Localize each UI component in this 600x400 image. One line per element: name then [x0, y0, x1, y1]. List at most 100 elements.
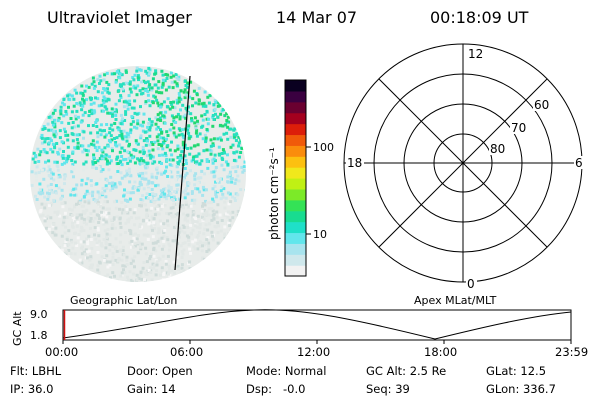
disk-speckle	[145, 217, 149, 220]
disk-speckle	[123, 271, 127, 275]
disk-speckle	[173, 265, 177, 269]
label-bg-0	[466, 277, 477, 290]
disk-speckle	[87, 124, 90, 128]
disk-speckle	[55, 142, 59, 145]
disk-speckle	[192, 211, 196, 215]
disk-speckle	[131, 280, 135, 282]
disk-speckle	[188, 267, 192, 271]
disk-speckle	[157, 227, 161, 231]
disk-speckle	[53, 146, 57, 150]
disk-speckle	[194, 131, 198, 135]
disk-speckle	[124, 157, 128, 161]
disk-speckle	[63, 244, 67, 248]
disk-speckle	[124, 204, 128, 208]
disk-speckle	[195, 154, 199, 158]
disk-speckle	[141, 171, 145, 175]
disk-speckle	[128, 180, 132, 184]
disk-speckle	[228, 218, 232, 222]
disk-speckle	[146, 139, 149, 143]
disk-speckle	[73, 160, 77, 164]
info-glat-value: 12.5	[520, 364, 547, 378]
label-bg-60	[533, 98, 553, 111]
disk-speckle	[144, 89, 148, 92]
disk-speckle	[206, 236, 210, 240]
disk-speckle	[183, 167, 187, 170]
disk-speckle	[101, 206, 105, 210]
disk-speckle	[155, 127, 159, 131]
disk-speckle	[82, 229, 86, 232]
disk-speckle	[50, 113, 54, 117]
disk-speckle	[209, 138, 213, 142]
disk-speckle	[96, 135, 100, 139]
disk-speckle	[186, 105, 190, 109]
disk-speckle	[146, 93, 150, 97]
disk-speckle	[141, 129, 145, 133]
disk-speckle	[147, 121, 151, 125]
disk-speckle	[186, 81, 190, 85]
disk-speckle	[155, 135, 159, 139]
disk-speckle	[237, 155, 241, 159]
disk-speckle	[151, 155, 155, 159]
disk-speckle	[189, 223, 192, 227]
disk-speckle	[236, 197, 240, 201]
disk-speckle	[148, 83, 152, 87]
disk-speckle	[178, 117, 182, 121]
disk-speckle	[172, 119, 176, 123]
disk-speckle	[103, 275, 107, 279]
disk-speckle	[157, 244, 161, 248]
disk-speckle	[206, 95, 210, 99]
disk-speckle	[139, 123, 143, 127]
disk-speckle	[41, 213, 45, 217]
disk-speckle	[117, 99, 121, 103]
colorbar-tick-label-100: 100	[313, 141, 334, 154]
disk-speckle	[101, 150, 105, 154]
disk-speckle	[65, 112, 69, 116]
disk-speckle	[189, 268, 193, 272]
disk-speckle	[150, 215, 154, 219]
disk-speckle	[222, 187, 226, 191]
disk-speckle	[114, 141, 118, 144]
disk-speckle	[146, 71, 150, 75]
disk-speckle	[119, 248, 123, 252]
disk-speckle	[113, 274, 116, 278]
disk-speckle	[214, 195, 218, 199]
info-mode-label: Mode:	[246, 364, 282, 378]
disk-speckle	[166, 97, 170, 101]
disk-speckle	[138, 165, 142, 169]
disk-speckle	[186, 147, 189, 150]
disk-speckle	[140, 161, 144, 165]
disk-speckle	[81, 92, 85, 95]
label-bg-6	[574, 156, 584, 169]
disk-speckle	[122, 194, 126, 198]
disk-speckle	[176, 202, 179, 206]
disk-speckle	[169, 101, 173, 104]
disk-speckle	[122, 89, 125, 93]
disk-speckle	[116, 259, 120, 263]
disk-speckle	[70, 170, 74, 174]
disk-speckle	[86, 149, 90, 153]
disk-speckle	[42, 167, 46, 171]
disk-speckle	[120, 155, 124, 158]
disk-speckle	[58, 129, 62, 133]
disk-speckle	[124, 70, 128, 74]
disk-speckle	[156, 101, 160, 105]
disk-speckle	[205, 109, 209, 113]
disk-speckle	[129, 229, 133, 233]
disk-speckle	[108, 263, 112, 267]
disk-speckle	[50, 171, 54, 175]
disk-speckle	[113, 226, 117, 230]
disk-speckle	[137, 186, 141, 190]
colorbar-tick-label-10: 10	[313, 228, 327, 241]
disk-speckle	[177, 230, 181, 234]
disk-speckle	[210, 218, 214, 222]
disk-speckle	[162, 171, 166, 175]
disk-speckle	[167, 186, 171, 190]
disk-speckle	[121, 87, 125, 91]
disk-speckle	[106, 144, 110, 148]
disk-speckle	[127, 82, 131, 85]
disk-speckle	[78, 213, 82, 217]
disk-speckle	[79, 120, 83, 124]
disk-speckle	[136, 251, 140, 255]
disk-speckle	[134, 86, 138, 90]
disk-speckle	[203, 227, 207, 231]
